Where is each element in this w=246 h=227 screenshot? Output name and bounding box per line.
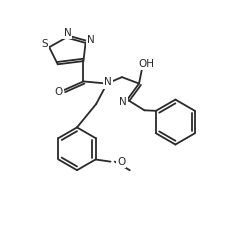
Text: N: N bbox=[87, 35, 95, 45]
Text: OH: OH bbox=[138, 59, 154, 69]
Text: N: N bbox=[104, 77, 112, 87]
Text: O: O bbox=[117, 157, 125, 167]
Text: S: S bbox=[42, 39, 48, 49]
Text: N: N bbox=[119, 97, 127, 107]
Text: N: N bbox=[63, 28, 71, 38]
Text: O: O bbox=[55, 87, 63, 97]
